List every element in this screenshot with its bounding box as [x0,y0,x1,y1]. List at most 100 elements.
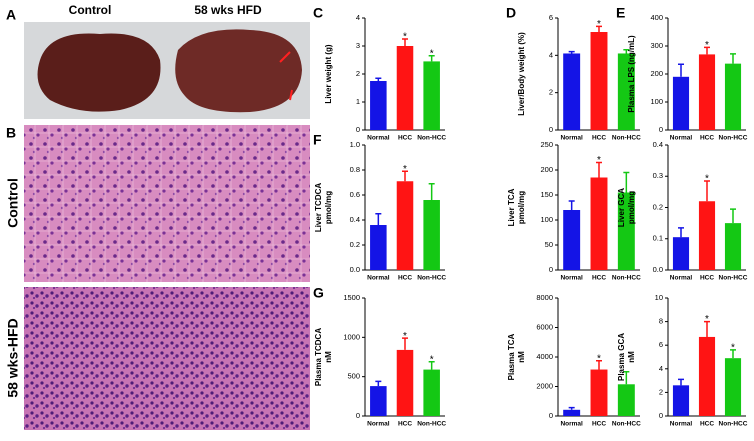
bar [672,385,690,416]
y-tick-label: 200 [650,69,663,78]
significance-mark: * [597,353,601,364]
y-axis-label: pmol/mg [324,191,333,224]
y-tick-label: 0.4 [350,215,360,224]
panel-letter: F [313,132,322,148]
y-axis-label: nM [517,351,526,363]
x-tick-label: Non-HCC [612,135,641,142]
bar [396,46,414,130]
y-tick-label: 0.1 [653,234,663,243]
x-tick-label: HCC [700,135,714,142]
bar [724,358,742,416]
bar [396,349,414,416]
y-tick-label: 0.4 [653,140,663,149]
bar [563,409,581,416]
bar [563,210,581,270]
y-axis-label: pmol/mg [627,191,636,224]
y-tick-label: 1 [356,97,360,106]
y-axis-label: Plasma TCDCA [314,328,323,386]
error-bar [596,25,602,32]
error-bar [428,183,435,200]
error-bar [704,46,710,55]
significance-mark: * [705,40,709,51]
y-tick-label: 300 [650,41,663,50]
error-bar [623,371,630,385]
y-axis-label: Liver weight (g) [324,44,333,103]
bar [698,336,716,416]
y-tick-label: 0 [356,411,360,420]
bar [698,54,716,130]
error-bar [678,63,684,77]
y-tick-label: 2000 [536,381,553,390]
x-tick-label: Non-HCC [612,275,641,282]
x-tick-label: HCC [398,421,412,428]
y-axis-label: Liver/Body weight (%) [517,32,526,116]
y-tick-label: 100 [650,97,663,106]
y-tick-label: 0 [356,125,360,134]
bar [423,369,440,416]
y-tick-label: 0.2 [653,202,663,211]
error-bar [623,48,630,54]
x-tick-label: Normal [560,135,583,142]
y-tick-label: 0.6 [350,190,360,199]
x-tick-label: HCC [398,275,412,282]
significance-mark: * [403,164,407,175]
y-axis-label: Liver TCA [507,188,516,226]
y-tick-label: 8 [659,317,663,326]
y-axis-label: Plasma TCA [507,333,516,380]
x-tick-label: Non-HCC [417,421,446,428]
error-bar [704,320,710,337]
bar [370,386,387,416]
y-tick-label: 250 [540,140,553,149]
y-tick-label: 0 [659,125,663,134]
x-tick-label: HCC [592,275,606,282]
bar [563,53,581,130]
significance-mark: * [403,331,407,342]
panel-letter: B [6,125,16,141]
y-axis-label: Liver GCA [617,188,626,227]
significance-mark: * [597,19,601,30]
error-bar [402,38,408,46]
y-tick-label: 2 [659,387,663,396]
significance-mark: * [705,174,709,185]
y-tick-label: 1000 [343,332,360,341]
bar [617,384,635,416]
error-bar [428,360,435,370]
y-axis-label: Plasma LPS (ng/mL) [627,35,636,113]
y-tick-label: 4 [356,13,360,22]
y-tick-label: 2 [549,88,553,97]
x-tick-label: HCC [700,421,714,428]
x-tick-label: Non-HCC [719,421,748,428]
y-axis-label: nM [324,351,333,363]
error-bar [568,200,575,210]
histology-image [24,287,310,430]
y-tick-label: 0 [659,411,663,420]
y-tick-label: 0.2 [350,240,360,249]
bar [370,225,387,270]
y-tick-label: 1500 [343,293,360,302]
x-tick-label: Non-HCC [719,275,748,282]
y-tick-label: 4 [659,364,663,373]
significance-mark: * [430,48,434,59]
x-tick-label: Non-HCC [719,135,748,142]
error-bar [402,337,408,350]
x-tick-label: HCC [398,135,412,142]
error-bar [678,378,684,386]
row-label: 58 wks-HFD [5,318,21,397]
panel-letter: C [313,5,323,21]
y-axis-label: pmol/mg [517,191,526,224]
panel-letter: G [313,285,324,301]
panel-letter: E [616,5,625,21]
error-bar [375,380,382,387]
y-tick-label: 6 [659,340,663,349]
x-tick-label: HCC [592,135,606,142]
y-tick-label: 0 [549,411,553,420]
bar [423,61,440,130]
y-tick-label: 200 [540,165,553,174]
x-tick-label: HCC [592,421,606,428]
y-tick-label: 4 [549,50,553,59]
y-axis-label: Plasma GCA [617,333,626,381]
bar [724,63,742,130]
y-tick-label: 4000 [536,352,553,361]
bar [396,181,414,270]
